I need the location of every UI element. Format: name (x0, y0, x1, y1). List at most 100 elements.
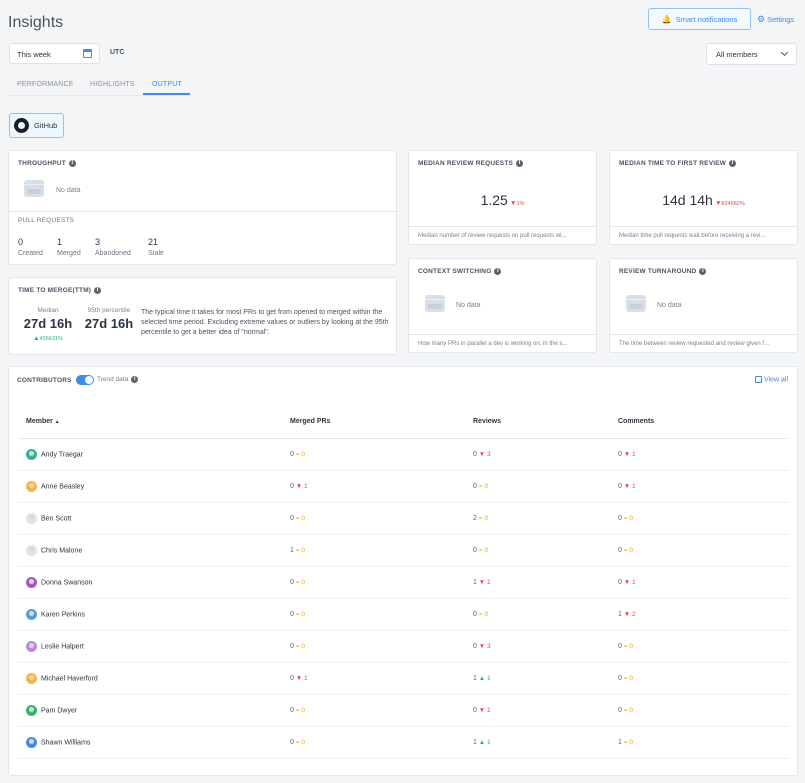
trend-flat-icon: = (293, 706, 302, 714)
merged-prs-value: 0 (290, 706, 294, 714)
reviews-value: 1 (473, 738, 477, 746)
stat-abandoned: 3 Abandoned (95, 237, 131, 257)
median-time-first-review-value: 14d 14h (662, 192, 713, 208)
merged-prs-cell: 0 = 0 (290, 566, 473, 599)
column-header-reviews[interactable]: Reviews (473, 406, 618, 439)
member-name[interactable]: Anne Beasley (41, 482, 85, 490)
column-header-merged-prs[interactable]: Merged PRs (290, 406, 473, 439)
reviews-cell: 2 = 0 (473, 502, 618, 535)
info-icon[interactable]: i (94, 287, 102, 294)
reviews-cell: 0 ▼ 1 (473, 694, 618, 727)
info-icon[interactable]: i (516, 160, 524, 167)
members-select[interactable]: All members (706, 43, 797, 65)
info-icon[interactable]: i (494, 268, 502, 275)
column-header-member[interactable]: Member ▲ (18, 406, 290, 439)
comments-value: 0 (618, 642, 622, 650)
reviews-value: 0 (473, 482, 477, 490)
trend-flat-icon: = (476, 546, 485, 554)
merged-prs-cell: 0 ▼ 1 (290, 662, 473, 695)
ttm-median: Median 27d 16h ▲455631% (18, 307, 78, 342)
comments-value: 0 (618, 674, 622, 682)
reviews-cell: 0 ▼ 3 (473, 630, 618, 663)
trend-flat-icon: = (476, 514, 485, 522)
reviews-cell: 0 = 0 (473, 534, 618, 567)
member-name[interactable]: Shawn Williams (41, 738, 91, 746)
tab-performance[interactable]: PERFORMANCE (17, 81, 74, 88)
reviews-value: 0 (473, 610, 477, 618)
review-turnaround-desc: The time between review requested and re… (619, 341, 770, 347)
settings-link[interactable]: ⚙ Settings (757, 14, 794, 25)
github-source-button[interactable]: GitHub (9, 113, 64, 138)
smart-notifications-button[interactable]: 🔔 Smart notifications (648, 8, 751, 30)
member-cell: Andy Traegar (18, 438, 290, 471)
member-name[interactable]: Michael Haverford (41, 674, 98, 682)
divider (409, 226, 596, 227)
view-all-link[interactable]: View all (755, 376, 788, 383)
trend-data-toggle[interactable] (76, 375, 94, 385)
trend-flat-icon: = (293, 450, 302, 458)
member-name[interactable]: Leslie Halpert (41, 642, 84, 650)
trend-up-icon: ▲ (33, 335, 40, 342)
avatar (26, 640, 37, 652)
sort-asc-icon: ▲ (54, 419, 60, 426)
divider (9, 211, 396, 212)
merged-prs-delta: 1 (303, 674, 308, 682)
throughput-title: THROUGHPUT i (18, 160, 76, 167)
context-switching-title: CONTEXT SWITCHING i (418, 268, 502, 275)
view-all-label: View all (764, 376, 788, 384)
member-name[interactable]: Chris Malone (41, 546, 83, 554)
trend-down-icon: ▼ (621, 450, 632, 458)
member-name[interactable]: Karen Perkins (41, 610, 85, 618)
external-link-icon (755, 376, 762, 383)
members-value: All members (716, 50, 758, 59)
merged-prs-cell: 0 = 0 (290, 438, 473, 471)
tab-highlights[interactable]: HIGHLIGHTS (90, 81, 135, 88)
info-icon[interactable]: i (68, 160, 76, 167)
trend-down-icon: ▼ (293, 482, 304, 490)
date-range-picker[interactable]: This week (9, 43, 100, 64)
info-icon[interactable]: i (729, 160, 737, 167)
member-cell: Karen Perkins (18, 598, 290, 631)
throughput-card: THROUGHPUT i No data PULL REQUESTS 0 Creat… (8, 150, 397, 265)
info-icon[interactable]: i (131, 376, 139, 383)
trend-flat-icon: = (293, 610, 302, 618)
median-review-requests-delta: 1% (516, 201, 525, 207)
table-header-row: Member ▲ Merged PRs Reviews Comments (18, 406, 789, 439)
reviews-value: 1 (473, 674, 477, 682)
column-header-comments[interactable]: Comments (618, 406, 789, 439)
member-name[interactable]: Donna Swanson (41, 578, 93, 586)
reviews-value: 0 (473, 450, 477, 458)
ttm-p95: 95th percentile 27d 16h (79, 307, 139, 331)
comments-delta: 0 (629, 706, 633, 714)
trend-flat-icon: = (621, 674, 630, 682)
member-name[interactable]: Pam Dwyer (41, 706, 78, 714)
info-icon[interactable]: i (699, 268, 707, 275)
trend-flat-icon: = (621, 738, 630, 746)
active-tab-indicator (143, 93, 190, 95)
throughput-empty: No data (56, 187, 81, 194)
tab-output[interactable]: OUTPUT (152, 81, 182, 88)
median-time-first-review-desc: Median time pull requests wait before re… (619, 233, 766, 239)
merged-prs-delta: 0 (301, 610, 305, 618)
member-name[interactable]: Andy Traegar (41, 450, 84, 458)
reviews-delta: 1 (486, 578, 491, 586)
comments-cell: 1 = 0 (618, 726, 789, 759)
github-label: GitHub (34, 121, 58, 130)
trend-flat-icon: = (621, 514, 630, 522)
member-cell: Chris Malone (18, 534, 290, 567)
trend-down-icon: ▼ (715, 200, 722, 207)
context-switching-desc: How many PRs in parallel a dev is workin… (418, 341, 568, 347)
member-name[interactable]: Ben Scott (41, 514, 72, 522)
comments-delta: 0 (629, 546, 633, 554)
trend-down-icon: ▼ (621, 578, 632, 586)
